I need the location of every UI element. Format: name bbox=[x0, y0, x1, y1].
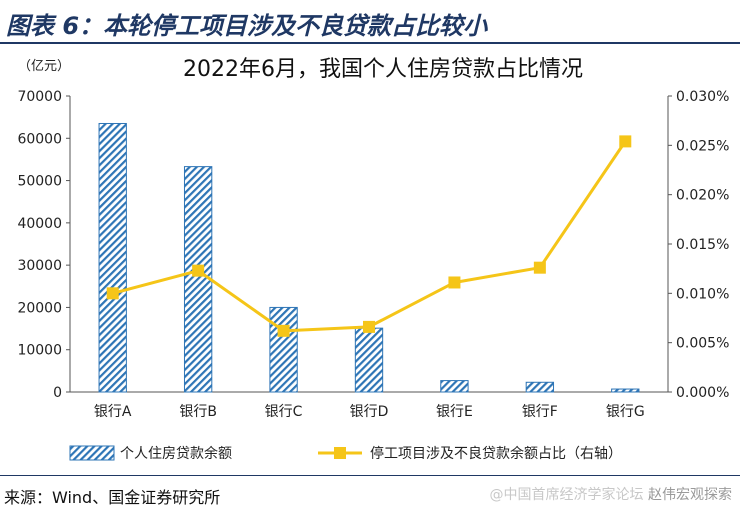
left-tick-label: 40000 bbox=[17, 216, 62, 232]
bar-3 bbox=[269, 306, 298, 393]
bar-2 bbox=[183, 166, 213, 393]
legend-line-label: 停工项目涉及不良贷款余额占比（右轴） bbox=[370, 445, 622, 462]
axes-group: 0 10000 20000 30000 40000 50000 60000 70000 0.00… bbox=[17, 89, 729, 420]
line-point-1 bbox=[106, 287, 119, 300]
footer-divider bbox=[0, 475, 740, 476]
right-tick-label: 0.010% bbox=[676, 286, 729, 302]
right-tick-label: 0.015% bbox=[676, 237, 729, 253]
line-point-3 bbox=[277, 324, 290, 337]
x-tick-label: 银行C bbox=[265, 404, 303, 420]
legend-bar-swatch bbox=[69, 445, 115, 461]
legend-bar-label: 个人住房贷款余额 bbox=[120, 445, 232, 462]
right-tick-label: 0.030% bbox=[676, 89, 729, 105]
bar-6 bbox=[525, 381, 555, 393]
header-divider bbox=[0, 42, 740, 44]
figure-title: 图表 6：本轮停工项目涉及不良贷款占比较小 bbox=[6, 12, 488, 40]
left-tick-label: 0 bbox=[53, 385, 62, 401]
x-tick-label: 银行F bbox=[522, 404, 558, 420]
left-tick-label: 60000 bbox=[17, 131, 62, 147]
watermark: @中国首席经济学家论坛 赵伟宏观探索 bbox=[490, 484, 732, 504]
left-tick-label: 30000 bbox=[17, 258, 62, 274]
left-tick-label: 50000 bbox=[17, 174, 62, 190]
bar-4 bbox=[354, 327, 384, 393]
legend-line-marker bbox=[334, 447, 346, 459]
x-tick-label: 银行G bbox=[606, 404, 645, 420]
line-point-5 bbox=[448, 276, 461, 289]
watermark-forum: @中国首席经济学家论坛 bbox=[489, 487, 644, 503]
right-tick-label: 0.025% bbox=[676, 138, 729, 154]
left-tick-label: 10000 bbox=[17, 343, 62, 359]
line-point-2 bbox=[192, 264, 205, 277]
figure-header: 图表 6：本轮停工项目涉及不良贷款占比较小 bbox=[0, 0, 740, 44]
source-note: 来源：Wind、国金证券研究所 bbox=[4, 488, 221, 507]
chart-area: 2022年6月，我国个人住房贷款占比情况 （亿元） 0 10000 20000 300… bbox=[0, 44, 740, 472]
chart-title: 2022年6月，我国个人住房贷款占比情况 bbox=[183, 57, 583, 82]
bar-7 bbox=[611, 388, 640, 393]
right-tick-label: 0.005% bbox=[676, 336, 729, 352]
watermark-account: 赵伟宏观探索 bbox=[648, 487, 732, 503]
right-tick-label: 0.000% bbox=[676, 385, 729, 401]
bar-1 bbox=[98, 122, 127, 393]
x-tick-label: 银行B bbox=[179, 404, 217, 420]
bar-5 bbox=[440, 380, 469, 393]
line-point-4 bbox=[363, 320, 375, 333]
left-axis-unit: （亿元） bbox=[18, 59, 70, 74]
x-tick-label: 银行A bbox=[94, 404, 132, 420]
line-point-6 bbox=[533, 261, 546, 274]
line-point-7 bbox=[619, 135, 632, 148]
legend: 个人住房贷款余额 停工项目涉及不良贷款余额占比（右轴） bbox=[69, 445, 622, 462]
x-tick-label: 银行E bbox=[436, 404, 473, 420]
right-tick-label: 0.020% bbox=[676, 188, 729, 204]
x-tick-label: 银行D bbox=[350, 404, 389, 420]
bars-group bbox=[98, 122, 640, 393]
line-series-group bbox=[106, 135, 632, 337]
left-tick-label: 20000 bbox=[17, 300, 62, 316]
chart-svg: 2022年6月，我国个人住房贷款占比情况 （亿元） 0 10000 20000 300… bbox=[17, 57, 729, 462]
left-tick-label: 70000 bbox=[17, 89, 62, 105]
